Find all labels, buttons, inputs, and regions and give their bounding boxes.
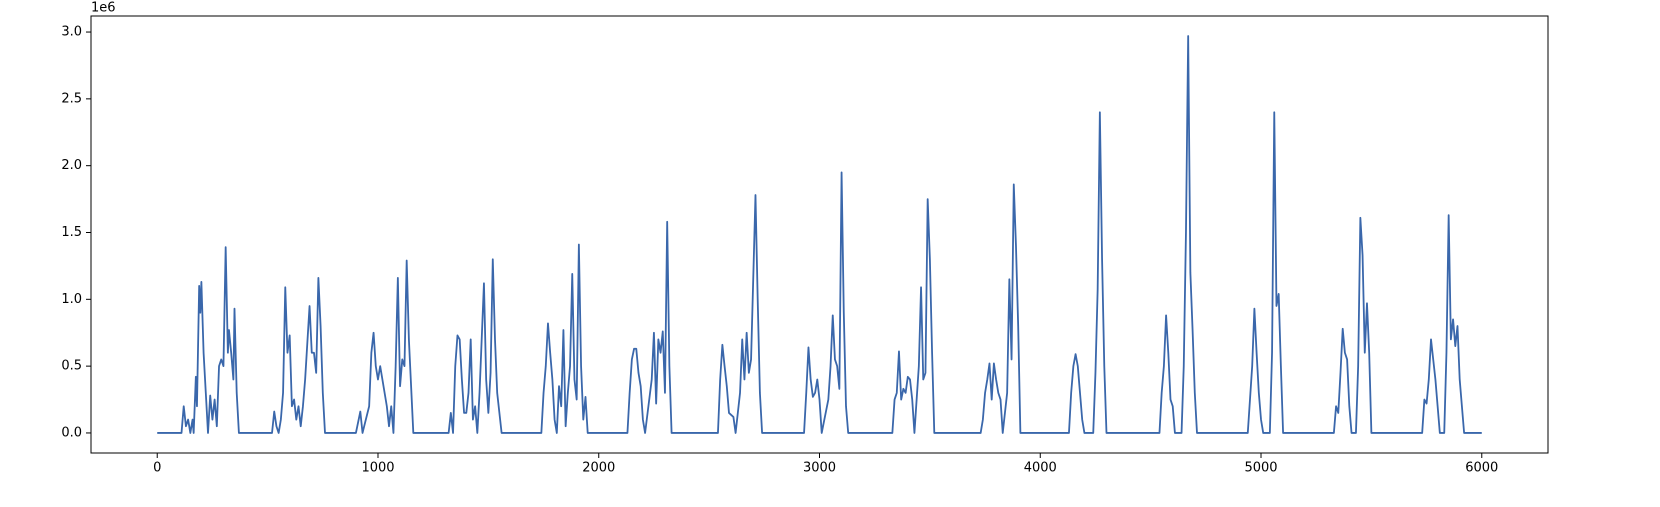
- y-tick-label: 2.5: [61, 91, 82, 106]
- plot-frame: [90, 15, 1549, 454]
- y-tick-label: 0.5: [61, 359, 82, 374]
- y-offset-label: 1e6: [91, 1, 116, 16]
- x-tick-label: 5000: [1244, 461, 1277, 476]
- y-tick-label: 2.0: [61, 158, 82, 173]
- y-tick-label: 1.0: [61, 292, 82, 307]
- data-line: [157, 35, 1482, 434]
- x-tick-label: 6000: [1465, 461, 1498, 476]
- x-tick-label: 4000: [1024, 461, 1057, 476]
- x-tick-label: 1000: [361, 461, 394, 476]
- y-tick-label: 0.0: [61, 425, 82, 440]
- x-tick-label: 3000: [803, 461, 836, 476]
- x-tick-label: 2000: [582, 461, 615, 476]
- x-tick-label: 0: [153, 461, 161, 476]
- y-tick-label: 3.0: [61, 25, 82, 40]
- y-tick-label: 1.5: [61, 225, 82, 240]
